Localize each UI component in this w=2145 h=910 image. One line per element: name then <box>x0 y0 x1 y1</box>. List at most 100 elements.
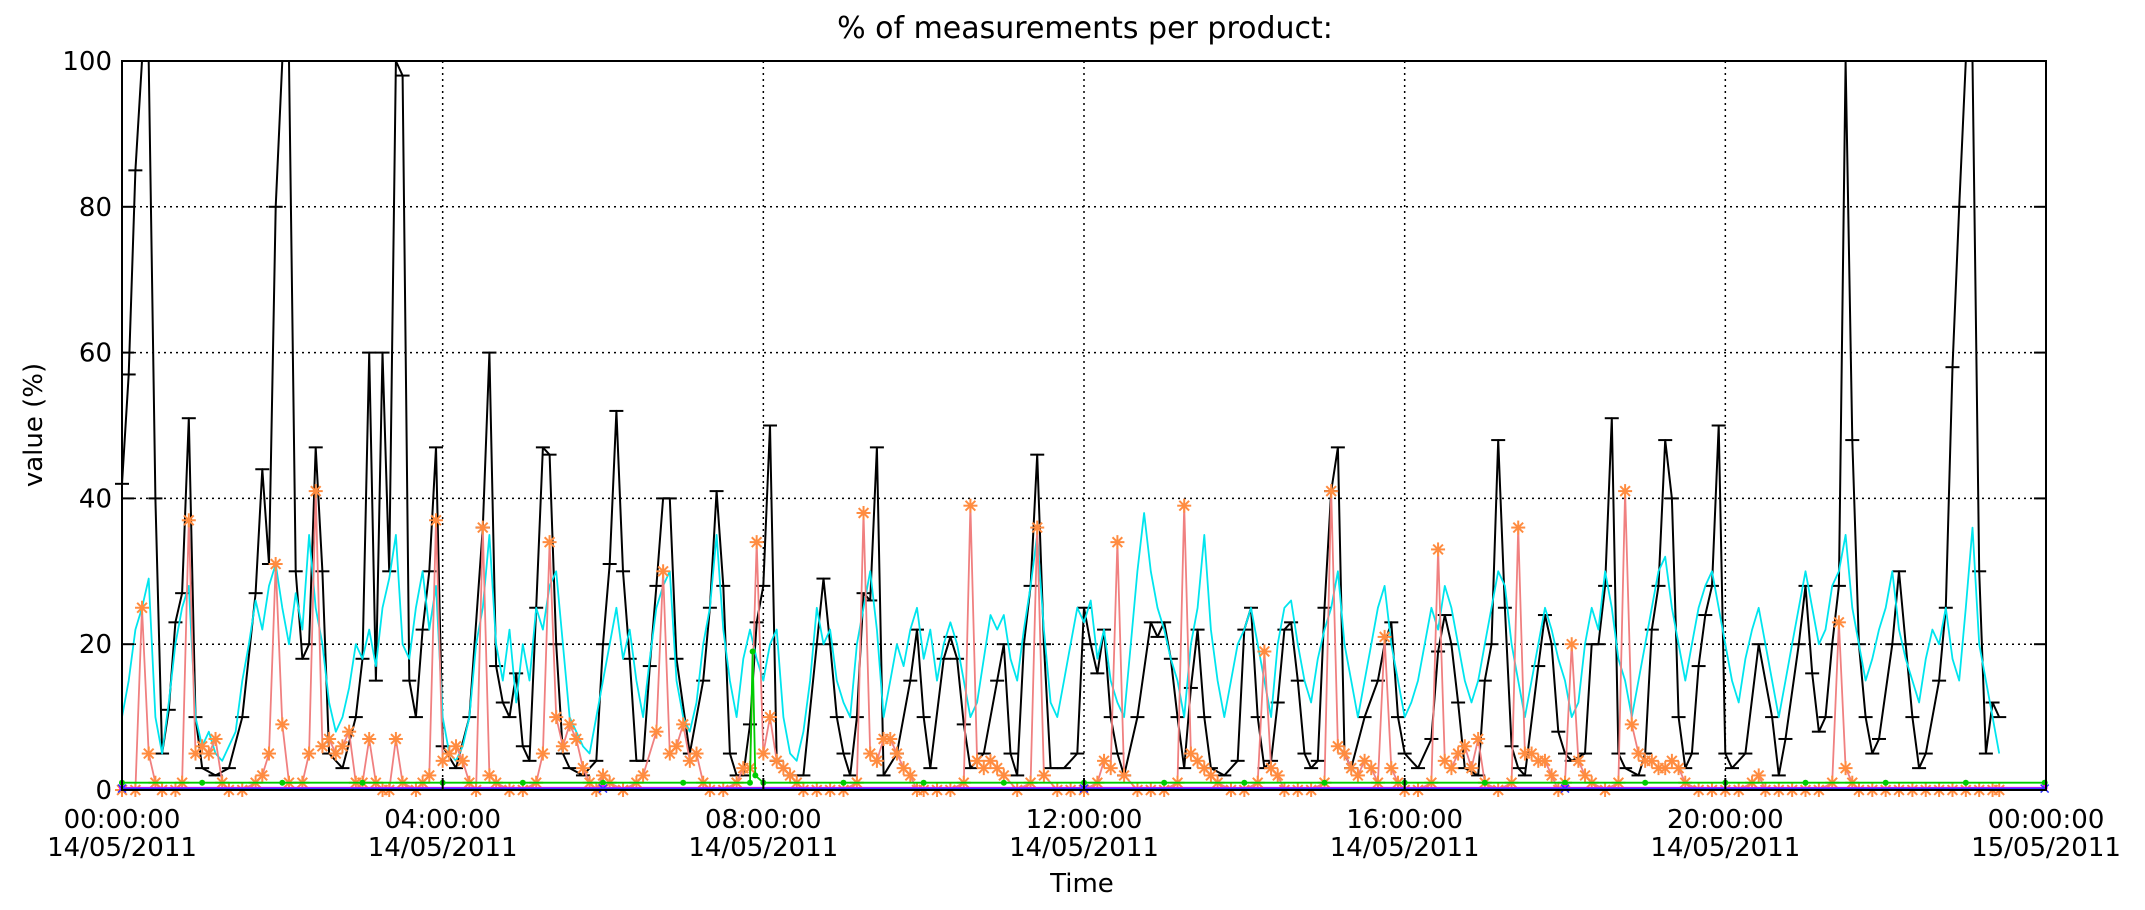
data-point-stroke <box>657 565 669 577</box>
data-point-stroke <box>1439 755 1451 767</box>
data-point-stroke <box>597 769 609 782</box>
y-tick-label: 60 <box>79 339 112 369</box>
x-tick-date: 14/05/2011 <box>1009 833 1159 863</box>
data-point <box>1117 768 1132 783</box>
data-point <box>1751 768 1766 783</box>
x-axis-label: Time <box>1049 869 1114 899</box>
series-2 <box>115 484 2007 797</box>
data-point-stroke <box>971 755 983 767</box>
data-point <box>362 731 377 746</box>
data-point-stroke <box>864 747 876 760</box>
y-axis: 0 20 40 60 80 100 <box>62 47 2046 806</box>
data-point <box>1350 768 1365 783</box>
data-point-stroke <box>777 762 789 774</box>
data-point <box>1802 779 1809 786</box>
data-point-stroke <box>984 755 997 767</box>
data-point-stroke <box>1358 755 1371 767</box>
data-point-stroke <box>857 507 870 519</box>
y-tick-label: 0 <box>95 776 112 806</box>
x-tick-time: 00:00:00 <box>1988 805 2105 835</box>
data-point-stroke <box>537 747 549 760</box>
data-point <box>676 717 691 732</box>
data-point-stroke <box>1198 762 1210 774</box>
series-0 <box>115 60 2007 777</box>
data-point-stroke <box>570 733 582 745</box>
x-axis: 00:00:0014/05/201104:00:0014/05/201108:0… <box>47 778 2121 863</box>
data-point <box>322 731 337 746</box>
data-point-stroke <box>1672 762 1685 774</box>
data-point-stroke <box>430 514 442 526</box>
data-point-stroke <box>1098 755 1110 767</box>
data-point-stroke <box>183 514 195 526</box>
data-point <box>1177 498 1192 513</box>
data-point-stroke <box>203 747 215 760</box>
data-point-stroke <box>310 485 322 497</box>
data-point-stroke <box>136 602 148 614</box>
data-point-stroke <box>550 711 562 723</box>
data-point-stroke <box>577 762 589 774</box>
data-point <box>2040 784 2050 794</box>
x-tick-time: 04:00:00 <box>384 805 501 835</box>
x-tick-date: 14/05/2011 <box>47 833 197 863</box>
data-point-stroke <box>991 762 1003 774</box>
data-point-stroke <box>323 733 335 745</box>
data-point-stroke <box>363 733 375 745</box>
data-point-stroke <box>209 733 222 745</box>
data-point-stroke <box>1560 784 1570 794</box>
data-point-stroke <box>1472 733 1484 745</box>
series-line <box>122 490 2000 791</box>
data-point-stroke <box>1632 747 1645 760</box>
data-point <box>669 739 684 754</box>
data-point <box>1190 753 1205 768</box>
data-point-stroke <box>477 521 489 534</box>
data-point-stroke <box>1666 755 1678 767</box>
data-point-stroke <box>1031 521 1043 534</box>
data-point <box>1321 779 1328 786</box>
data-point <box>359 779 366 786</box>
data-point <box>1831 615 1846 630</box>
data-point <box>1618 484 1633 499</box>
chart-title: % of measurements per product: <box>837 11 1333 46</box>
data-point-stroke <box>143 747 155 760</box>
data-point <box>422 768 437 783</box>
data-point <box>449 739 464 754</box>
data-point <box>1571 753 1586 768</box>
data-point <box>1838 761 1853 776</box>
data-point <box>268 557 283 572</box>
data-point <box>649 724 664 739</box>
data-point-stroke <box>450 740 462 752</box>
data-point <box>208 731 223 746</box>
data-point <box>656 564 671 579</box>
data-point <box>1511 520 1526 535</box>
data-point <box>856 505 871 520</box>
data-point-stroke <box>1445 762 1458 774</box>
series-line <box>122 650 2045 784</box>
data-point-stroke <box>964 500 977 512</box>
data-point <box>442 746 457 761</box>
y-tick-label: 100 <box>62 47 112 77</box>
data-point <box>996 768 1011 783</box>
data-point-stroke <box>598 784 608 794</box>
x-tick-date: 15/05/2011 <box>1971 833 2121 863</box>
data-point <box>261 746 276 761</box>
data-point-stroke <box>1839 762 1852 774</box>
data-point-stroke <box>303 747 315 760</box>
data-point <box>255 768 270 783</box>
data-point-stroke <box>1753 769 1765 782</box>
data-point-stroke <box>771 755 783 767</box>
data-point-stroke <box>891 747 903 760</box>
data-point-stroke <box>884 733 896 745</box>
x-tick-time: 16:00:00 <box>1346 805 1463 835</box>
data-point-stroke <box>543 536 556 548</box>
data-point-stroke <box>1465 762 1478 774</box>
y-axis-label: value (%) <box>19 363 49 487</box>
data-point <box>1036 768 1051 783</box>
data-point-stroke <box>256 769 268 782</box>
data-point <box>1481 779 1488 786</box>
data-point <box>1364 761 1379 776</box>
data-point <box>1110 535 1125 550</box>
data-point-stroke <box>196 740 208 752</box>
series-line <box>121 60 2001 777</box>
data-point <box>1431 542 1446 557</box>
data-point <box>1000 779 1007 786</box>
